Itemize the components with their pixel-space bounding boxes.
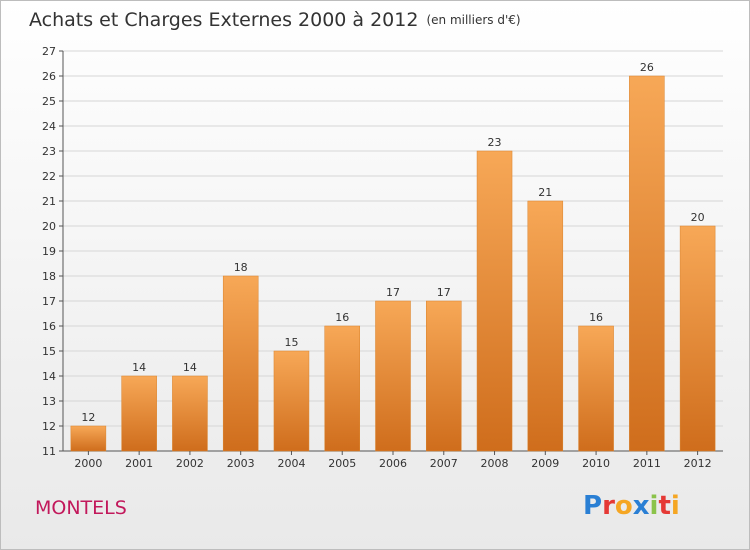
y-tick-label: 27 bbox=[42, 45, 56, 58]
x-tick-label: 2010 bbox=[582, 457, 610, 470]
data-label: 16 bbox=[335, 311, 349, 324]
data-label: 26 bbox=[640, 61, 654, 74]
x-tick-label: 2003 bbox=[227, 457, 255, 470]
x-tick-label: 2006 bbox=[379, 457, 407, 470]
data-label: 16 bbox=[589, 311, 603, 324]
data-label: 18 bbox=[234, 261, 248, 274]
commune-name: MONTELS bbox=[35, 497, 127, 519]
x-tick-label: 2002 bbox=[176, 457, 204, 470]
x-tick-label: 2004 bbox=[277, 457, 305, 470]
y-tick-label: 22 bbox=[42, 170, 56, 183]
y-tick-label: 23 bbox=[42, 145, 56, 158]
bar bbox=[476, 150, 513, 452]
x-tick-label: 2011 bbox=[633, 457, 661, 470]
logo-letter: i bbox=[670, 491, 680, 521]
bar bbox=[273, 350, 310, 452]
data-label: 15 bbox=[284, 336, 298, 349]
bar bbox=[375, 300, 411, 452]
y-tick-label: 15 bbox=[42, 345, 56, 358]
y-tick-label: 18 bbox=[42, 270, 56, 283]
y-tick-label: 16 bbox=[42, 320, 56, 333]
data-label: 14 bbox=[183, 361, 197, 374]
x-tick-label: 2005 bbox=[328, 457, 356, 470]
x-tick-label: 2001 bbox=[125, 457, 153, 470]
proxiti-logo: Proxiti bbox=[583, 491, 680, 521]
data-label: 12 bbox=[81, 411, 95, 424]
title-text: Achats et Charges Externes 2000 à 2012 bbox=[29, 9, 419, 31]
bar bbox=[70, 425, 107, 452]
y-tick-label: 11 bbox=[42, 445, 56, 458]
x-tick-label: 2007 bbox=[430, 457, 458, 470]
y-tick-label: 20 bbox=[42, 220, 56, 233]
y-tick-label: 14 bbox=[42, 370, 56, 383]
x-tick-label: 2009 bbox=[531, 457, 559, 470]
bar bbox=[629, 75, 665, 452]
bar bbox=[578, 325, 614, 452]
y-tick-label: 13 bbox=[42, 395, 56, 408]
logo-letter: r bbox=[602, 491, 615, 521]
data-label: 23 bbox=[488, 136, 502, 149]
bar bbox=[679, 225, 716, 452]
bar bbox=[121, 375, 157, 452]
x-tick-label: 2012 bbox=[684, 457, 712, 470]
data-label: 17 bbox=[437, 286, 451, 299]
data-label: 17 bbox=[386, 286, 400, 299]
y-tick-label: 24 bbox=[42, 120, 56, 133]
logo-letter: x bbox=[632, 491, 650, 521]
logo-letter: P bbox=[583, 491, 603, 521]
data-label: 14 bbox=[132, 361, 146, 374]
logo-letter: i bbox=[649, 491, 659, 521]
x-tick-label: 2008 bbox=[481, 457, 509, 470]
y-tick-label: 25 bbox=[42, 95, 56, 108]
bar bbox=[172, 375, 208, 452]
y-tick-label: 26 bbox=[42, 70, 56, 83]
chart-title: Achats et Charges Externes 2000 à 2012 (e… bbox=[29, 9, 521, 31]
logo-letter: t bbox=[658, 491, 671, 521]
x-tick-label: 2000 bbox=[74, 457, 102, 470]
chart-unit: (en milliers d'€) bbox=[426, 13, 521, 27]
data-label: 20 bbox=[691, 211, 705, 224]
bar bbox=[222, 275, 259, 452]
y-tick-label: 19 bbox=[42, 245, 56, 258]
bar bbox=[426, 300, 462, 452]
y-tick-label: 17 bbox=[42, 295, 56, 308]
bar bbox=[324, 325, 360, 452]
y-tick-label: 12 bbox=[42, 420, 56, 433]
data-label: 21 bbox=[538, 186, 552, 199]
y-tick-label: 21 bbox=[42, 195, 56, 208]
bar bbox=[527, 200, 564, 452]
logo-letter: o bbox=[614, 491, 633, 521]
